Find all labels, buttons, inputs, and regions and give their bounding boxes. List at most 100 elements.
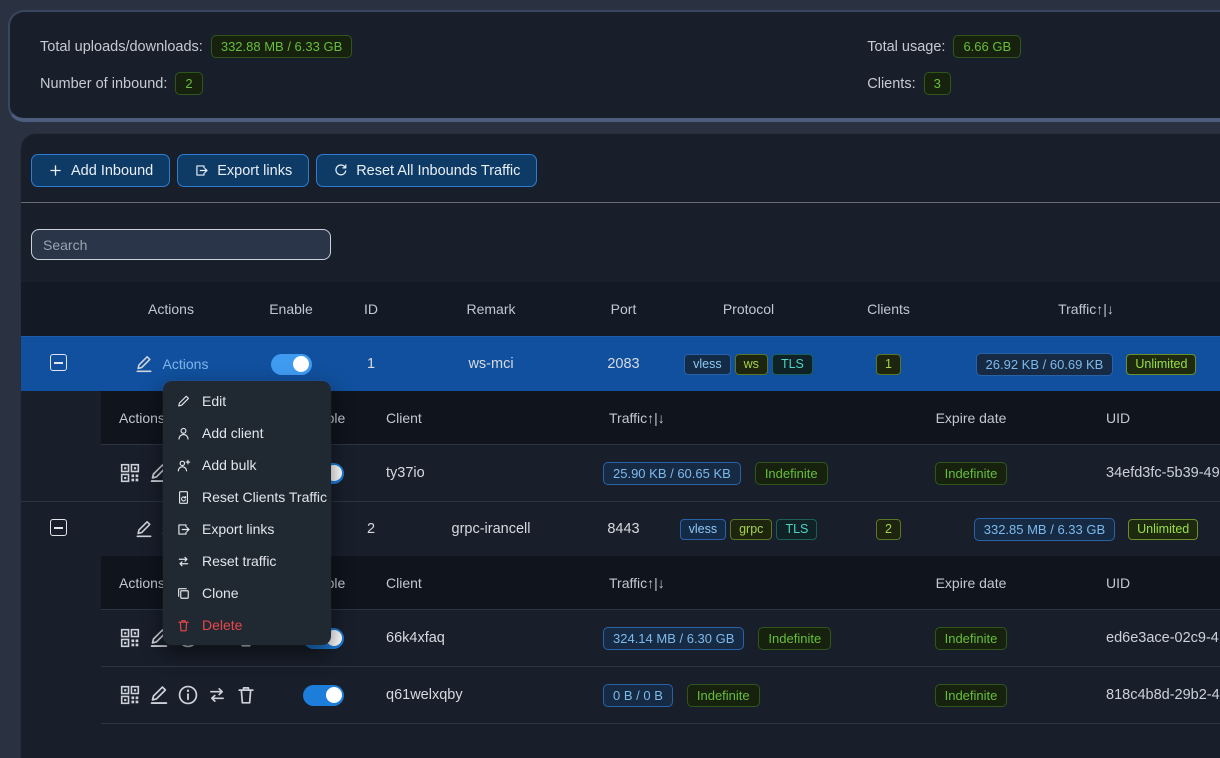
traffic-badge: 332.85 MB / 6.33 GB bbox=[973, 517, 1116, 541]
client-traffic-badge: 25.90 KB / 60.65 KB bbox=[603, 461, 741, 485]
trash-icon bbox=[176, 618, 191, 633]
inbound-row-grpc-irancell[interactable]: Actions 2 grpc-irancell 8443 vless grpc … bbox=[21, 501, 1220, 556]
client-uid: 818c4b8d-29b2-4 bbox=[1106, 687, 1220, 703]
header-port: Port bbox=[610, 301, 637, 317]
inbound-remark: ws-mci bbox=[468, 356, 514, 372]
inbound-actions-dropdown[interactable]: Actions bbox=[134, 354, 209, 374]
client-uid: ed6e3ace-02c9-4 bbox=[1106, 630, 1219, 646]
client-expire-badge: Indefinite bbox=[934, 626, 1008, 650]
client-header-uid: UID bbox=[1106, 574, 1131, 591]
client-header-expire: Expire date bbox=[935, 409, 1007, 426]
inbound-id: 2 bbox=[366, 521, 376, 537]
tls-tag: TLS bbox=[771, 353, 813, 375]
protocol-tag: vless bbox=[679, 518, 727, 540]
client-header-expire: Expire date bbox=[935, 574, 1007, 591]
inbound-count-badge: 2 bbox=[175, 72, 203, 95]
inbound-remark: grpc-irancell bbox=[451, 521, 531, 537]
qr-code-icon[interactable] bbox=[119, 627, 141, 649]
client-total-badge: Indefinite bbox=[686, 683, 760, 707]
stat-clients-count: Clients: 3 bbox=[867, 72, 1021, 96]
client-expire-badge: Indefinite bbox=[934, 461, 1008, 485]
client-total-badge: Indefinite bbox=[758, 626, 832, 650]
menu-item-reset-clients-traffic[interactable]: Reset Clients Traffic bbox=[163, 481, 331, 513]
client-header-client: Client bbox=[386, 574, 422, 591]
inbounds-table-header: Actions Enable ID Remark Port Protocol C… bbox=[21, 282, 1220, 336]
export-icon bbox=[176, 522, 191, 537]
actions-trigger-label: Actions bbox=[162, 356, 209, 372]
reload-icon bbox=[333, 163, 348, 178]
menu-item-label: Reset traffic bbox=[202, 553, 277, 569]
edit-icon bbox=[134, 519, 154, 539]
client-enable-toggle[interactable] bbox=[303, 684, 344, 706]
menu-item-label: Reset Clients Traffic bbox=[202, 489, 328, 505]
toolbar-divider bbox=[21, 202, 1220, 203]
search-wrap bbox=[21, 203, 1220, 260]
client-header-traffic[interactable]: Traffic↑|↓ bbox=[609, 574, 665, 591]
client-header-uid: UID bbox=[1106, 409, 1131, 426]
transport-tag: ws bbox=[734, 353, 768, 375]
client-uid: 34efd3fc-5b39-49 bbox=[1106, 465, 1220, 481]
menu-item-label: Delete bbox=[202, 617, 243, 633]
menu-item-add-bulk[interactable]: Add bulk bbox=[163, 449, 331, 481]
export-links-button[interactable]: Export links bbox=[177, 154, 310, 187]
client-count-badge: 1 bbox=[876, 353, 901, 375]
protocol-tag: vless bbox=[684, 353, 731, 375]
menu-item-label: Export links bbox=[202, 521, 275, 537]
plus-icon bbox=[48, 163, 63, 178]
client-name: 66k4xfaq bbox=[386, 630, 445, 646]
uploads-value-badge: 332.88 MB / 6.33 GB bbox=[210, 35, 353, 58]
clone-icon bbox=[176, 586, 191, 601]
info-icon[interactable] bbox=[177, 684, 199, 706]
menu-item-label: Add bulk bbox=[202, 457, 257, 473]
transport-tag: grpc bbox=[730, 518, 773, 540]
inbound-port: 8443 bbox=[607, 521, 640, 537]
enable-toggle[interactable] bbox=[270, 353, 312, 375]
menu-item-edit[interactable]: Edit bbox=[163, 385, 331, 417]
header-traffic[interactable]: Traffic↑|↓ bbox=[1058, 301, 1114, 317]
total-usage-badge: 6.66 GB bbox=[953, 35, 1022, 58]
uploads-label: Total uploads/downloads: bbox=[40, 38, 203, 55]
stats-card: Total uploads/downloads: 332.88 MB / 6.3… bbox=[8, 10, 1220, 122]
delete-client-icon[interactable] bbox=[235, 684, 257, 706]
menu-item-label: Add client bbox=[202, 425, 264, 441]
menu-item-reset-traffic[interactable]: Reset traffic bbox=[163, 545, 331, 577]
menu-item-label: Clone bbox=[202, 585, 239, 601]
swap-icon bbox=[176, 554, 191, 569]
add-inbound-button[interactable]: Add Inbound bbox=[31, 154, 171, 187]
stats-right-column: Total usage: 6.66 GB Clients: 3 bbox=[867, 35, 1022, 96]
header-enable: Enable bbox=[269, 301, 313, 317]
menu-item-label: Edit bbox=[202, 393, 227, 409]
menu-item-clone[interactable]: Clone bbox=[163, 577, 331, 609]
client-name: q61welxqby bbox=[386, 687, 463, 703]
header-protocol: Protocol bbox=[722, 301, 775, 317]
client-actions bbox=[101, 684, 257, 706]
header-id: ID bbox=[364, 301, 378, 317]
collapse-row-button[interactable] bbox=[50, 354, 67, 371]
inbound-port: 2083 bbox=[607, 356, 640, 372]
header-actions: Actions bbox=[148, 301, 194, 317]
document-reset-icon bbox=[176, 490, 191, 505]
menu-item-add-client[interactable]: Add client bbox=[163, 417, 331, 449]
clients-count-label: Clients: bbox=[867, 75, 916, 92]
client-row-q61welxqby: q61welxqby 0 B / 0 B Indefinite Indefini… bbox=[101, 666, 1220, 723]
qr-code-icon[interactable] bbox=[119, 684, 141, 706]
qr-code-icon[interactable] bbox=[119, 462, 141, 484]
menu-item-delete[interactable]: Delete bbox=[163, 609, 331, 641]
reset-all-traffic-button[interactable]: Reset All Inbounds Traffic bbox=[316, 154, 538, 187]
toolbar: Add Inbound Export links Reset All Inbou… bbox=[21, 154, 1220, 187]
user-plus-icon bbox=[176, 458, 191, 473]
inbound-count-label: Number of inbound: bbox=[40, 75, 168, 92]
client-traffic-badge: 0 B / 0 B bbox=[603, 683, 673, 707]
header-clients: Clients bbox=[867, 301, 910, 317]
collapse-row-button[interactable] bbox=[50, 519, 67, 536]
client-header-traffic[interactable]: Traffic↑|↓ bbox=[609, 409, 665, 426]
menu-item-export-links[interactable]: Export links bbox=[163, 513, 331, 545]
edit-client-icon[interactable] bbox=[148, 684, 170, 706]
reset-client-traffic-icon[interactable] bbox=[206, 684, 228, 706]
client-name: ty37io bbox=[386, 465, 425, 481]
client-traffic-badge: 324.14 MB / 6.30 GB bbox=[603, 626, 745, 650]
client-header-actions: Actions bbox=[119, 574, 165, 591]
stat-inbound-count: Number of inbound: 2 bbox=[40, 72, 352, 96]
search-input[interactable] bbox=[31, 229, 331, 260]
export-icon bbox=[194, 163, 209, 178]
